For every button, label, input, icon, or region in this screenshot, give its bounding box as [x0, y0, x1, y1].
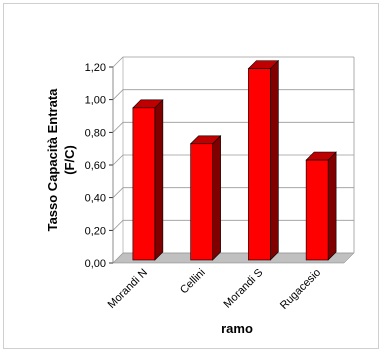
bars	[132, 59, 337, 261]
bar-front	[190, 143, 213, 261]
y-axis-title-line1: Tasso Capacità Entrata	[45, 88, 60, 232]
y-tick-label: 0,60	[85, 160, 106, 172]
bar-side	[154, 99, 164, 261]
y-tick-label: 0,20	[85, 225, 106, 237]
bar	[305, 151, 337, 261]
x-category-label: Rugacesio	[278, 267, 323, 312]
y-tick-label: 1,20	[85, 62, 106, 74]
gridline	[112, 89, 354, 100]
bar-front	[132, 107, 156, 261]
bar	[247, 59, 280, 261]
bar-side	[270, 59, 279, 261]
x-category-label: Morandi N	[106, 267, 150, 311]
x-category-label: Cellini	[178, 267, 208, 297]
gridline	[112, 56, 354, 68]
x-category-label: Morandi S	[222, 267, 266, 311]
bar	[189, 135, 222, 261]
y-tick-label: 0,80	[85, 127, 106, 139]
x-axis-categories: Morandi N Cellini Morandi S Rugacesio	[106, 267, 324, 312]
bar-front	[248, 68, 271, 261]
y-tick-label: 0,40	[85, 193, 106, 205]
y-tick-label: 1,00	[85, 95, 106, 107]
y-tick-label: 0,00	[85, 258, 106, 270]
x-axis-title: ramo	[221, 321, 253, 336]
bar-side	[327, 151, 337, 261]
bar-side	[212, 135, 221, 261]
y-axis-ticks: 0,00 0,20 0,40 0,60 0,80 1,00 1,20	[85, 62, 114, 270]
y-axis-title-line2: (F/C)	[62, 145, 77, 175]
bar	[132, 99, 164, 261]
bar-front	[305, 159, 329, 261]
